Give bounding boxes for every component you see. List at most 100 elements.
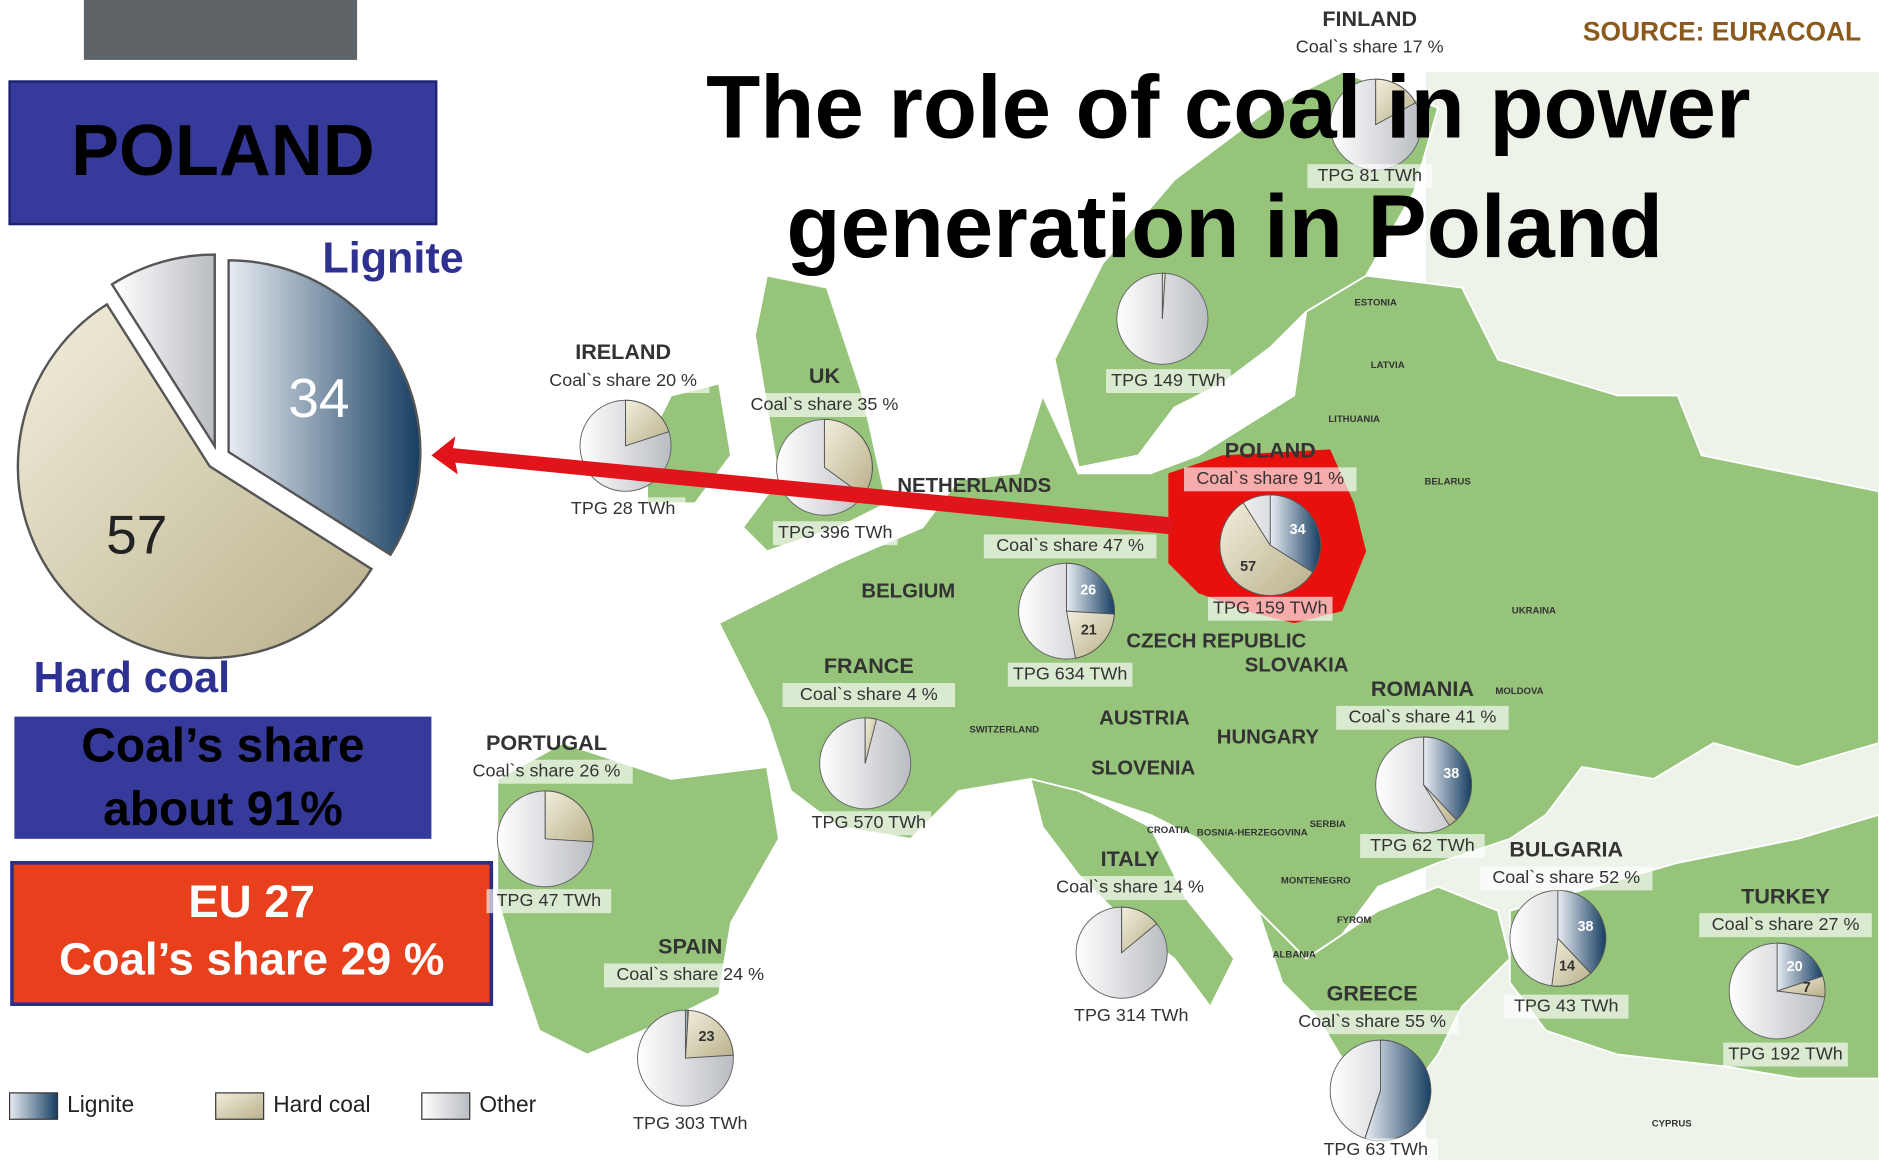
tpg-label-bg <box>1313 1138 1439 1160</box>
country-share: Coal`s share 91 % <box>1196 468 1344 488</box>
share-box-line: about 91% <box>103 783 343 836</box>
legend-label: Other <box>479 1091 536 1117</box>
share-label-bg <box>1699 913 1872 938</box>
map-label: BOSNIA-HERZEGOVINA <box>1197 827 1308 838</box>
tpg-label-bg <box>560 497 686 522</box>
tpg-label-bg <box>1360 834 1485 859</box>
pie-hard-coal <box>625 399 670 447</box>
share-label-bg <box>738 393 911 418</box>
country-name: SPAIN <box>658 934 722 959</box>
pie-hard-coal <box>823 418 873 497</box>
tpg-label-bg <box>1106 369 1231 394</box>
pie-value: 14 <box>1559 958 1575 974</box>
map-label: SERBIA <box>1310 819 1346 830</box>
share-label-bg <box>1479 866 1653 891</box>
pie-hard-coal <box>864 717 878 764</box>
map-label: ALBANIA <box>1273 950 1316 961</box>
map-label: MOLDOVA <box>1495 686 1543 697</box>
country-tpg: TPG 149 TWh <box>1111 370 1226 390</box>
country-name: IRELAND <box>575 339 671 364</box>
country-share: Coal`s share 24 % <box>616 964 764 984</box>
country-name: FINLAND <box>1322 6 1417 31</box>
map-label: AUSTRIA <box>1099 707 1190 729</box>
country-tpg: TPG 159 TWh <box>1213 598 1328 618</box>
country-share: Coal`s share 20 % <box>549 370 697 390</box>
share-label-bg <box>1043 875 1217 900</box>
country-name: ITALY <box>1101 846 1160 871</box>
country-share: Coal`s share 47 % <box>996 535 1144 555</box>
share-label-bg <box>1283 35 1456 60</box>
big-pie-lignite <box>227 259 422 557</box>
eu-box-line: EU 27 <box>188 876 315 927</box>
country-name: FRANCE <box>824 653 914 678</box>
map-label: BELGIUM <box>861 580 955 602</box>
country-share: Coal`s share 17 % <box>1296 37 1444 57</box>
country-share: Coal`s share 26 % <box>473 760 621 780</box>
map-label: LITHUANIA <box>1328 414 1380 425</box>
map-label: CYPRUS <box>1652 1119 1693 1130</box>
big-pie-other <box>110 253 216 451</box>
tpg-label-bg <box>806 811 932 836</box>
share-label-bg <box>460 759 633 784</box>
heading: POLAND <box>71 111 375 191</box>
pie-lignite <box>1066 562 1115 615</box>
country-share: Coal`s share 14 % <box>1056 877 1204 897</box>
pie-hard-coal <box>1375 78 1417 126</box>
map-label: ESTONIA <box>1354 298 1396 309</box>
map-label: BELARUS <box>1424 476 1471 487</box>
logo-box <box>83 0 358 60</box>
country-tpg: TPG 192 TWh <box>1728 1043 1843 1063</box>
map-label: UKRAINA <box>1512 606 1556 617</box>
country-tpg: TPG 62 TWh <box>1370 835 1475 855</box>
legend-label: Lignite <box>67 1091 134 1117</box>
lignite-label: Lignite <box>322 235 463 283</box>
share-label-bg <box>536 369 710 394</box>
pie-hard-coal <box>544 790 594 843</box>
country-name: PORTUGAL <box>486 730 607 755</box>
tpg-label-bg <box>1007 662 1133 687</box>
pie-value: 26 <box>1080 583 1096 599</box>
share-label-bg <box>983 534 1157 559</box>
country-tpg: TPG 634 TWh <box>1013 663 1128 683</box>
map-label: CROATIA <box>1147 825 1190 836</box>
share-label-bg <box>1183 467 1357 492</box>
country-share: Coal`s share 41 % <box>1349 707 1497 727</box>
pie-value: 23 <box>698 1029 714 1045</box>
pie-value: 34 <box>1290 522 1306 538</box>
map-label: CZECH REPUBLIC <box>1126 631 1306 653</box>
country-share: Coal`s share 4 % <box>800 684 938 704</box>
arrow <box>431 436 1175 535</box>
share-box <box>14 716 432 839</box>
legend-label: Hard coal <box>273 1091 370 1117</box>
pie-value: 21 <box>1081 623 1097 639</box>
country-tpg: TPG 43 TWh <box>1514 995 1619 1015</box>
eu-box-line: Coal’s share 29 % <box>59 933 444 984</box>
country-name: POLAND <box>1225 437 1316 462</box>
country-name: UK <box>809 363 841 388</box>
tpg-label-bg <box>627 1112 753 1137</box>
map-label: SLOVAKIA <box>1245 655 1349 677</box>
country-tpg: TPG 314 TWh <box>1074 1005 1189 1025</box>
country-tpg: TPG 570 TWh <box>812 812 927 832</box>
share-box-line: Coal’s share <box>81 720 364 773</box>
country-tpg: TPG 63 TWh <box>1323 1139 1428 1159</box>
map-label: LATVIA <box>1371 360 1405 371</box>
pie-hard-coal <box>1423 784 1458 827</box>
pie-value: 20 <box>1787 959 1803 975</box>
legend-swatch <box>215 1092 265 1120</box>
pie-lignite <box>1423 736 1473 821</box>
pie-value: 57 <box>1240 559 1256 575</box>
map-label: SWITZERLAND <box>969 724 1039 735</box>
country-share: Coal`s share 52 % <box>1492 867 1640 887</box>
big-pie-value: 57 <box>106 504 167 566</box>
legend-swatch <box>8 1092 59 1120</box>
big-pie-hard-coal <box>16 302 374 660</box>
country-name: GREECE <box>1327 980 1418 1005</box>
heading-box <box>8 80 438 226</box>
pie-hard-coal <box>1776 975 1826 998</box>
hard-coal-label: Hard coal <box>34 654 231 702</box>
share-label-bg <box>1336 705 1509 730</box>
map-label: NETHERLANDS <box>897 475 1051 497</box>
pie-value: 38 <box>1443 766 1459 782</box>
